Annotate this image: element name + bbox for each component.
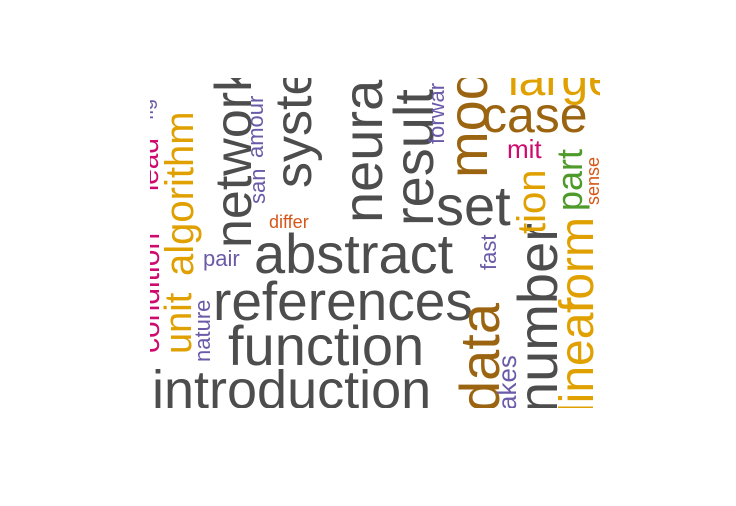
word-mit: mit — [507, 134, 542, 164]
word-function: function — [228, 314, 425, 377]
word-differ: differ — [269, 212, 309, 232]
word-lead: lead — [150, 138, 164, 191]
word-fast: fast — [476, 234, 501, 270]
word-cloud: introduction function references abstrac… — [150, 78, 600, 408]
word-case: case — [482, 87, 588, 143]
word-introduction: introduction — [152, 360, 432, 408]
word-model: model — [436, 78, 499, 178]
word-nature: nature — [190, 299, 215, 362]
word-fig: fig — [150, 98, 158, 120]
word-neura: neura — [331, 79, 394, 223]
word-algorithm: algorithm — [158, 111, 202, 276]
word-tion: tion — [510, 169, 554, 235]
word-linear: linear — [551, 296, 600, 408]
word-large: large — [508, 78, 600, 106]
word-system: system — [265, 78, 323, 188]
word-set: set — [436, 174, 511, 237]
word-akes: akes — [492, 355, 522, 408]
word-sense: sense — [583, 156, 600, 205]
word-pair: pair — [203, 246, 240, 271]
word-amour: amour — [243, 95, 268, 158]
word-abstract: abstract — [254, 222, 454, 285]
word-san: san — [245, 168, 270, 204]
word-references: references — [213, 270, 473, 332]
